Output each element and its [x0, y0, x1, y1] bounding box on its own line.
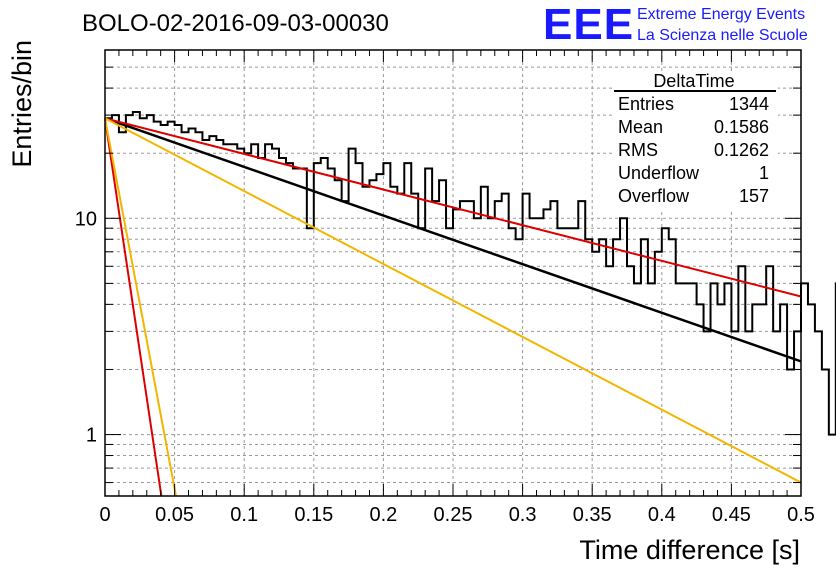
y-tick-label: 1: [86, 425, 97, 447]
stats-value: 1: [759, 163, 769, 183]
x-tick-label: 0.3: [509, 504, 537, 526]
x-tick-label: 0.25: [434, 504, 473, 526]
fit-line: [104, 117, 802, 298]
axis-ticks: [104, 50, 802, 496]
stats-label: Underflow: [618, 163, 700, 183]
x-tick-label: 0.5: [787, 504, 815, 526]
y-tick-label: 10: [75, 208, 97, 230]
chart-title: BOLO-02-2016-09-03-00030: [82, 10, 389, 37]
stats-value: 0.1262: [714, 140, 769, 160]
stats-value: 1344: [729, 94, 769, 114]
x-tick-label: 0.45: [712, 504, 751, 526]
stats-label: Mean: [618, 117, 663, 137]
x-tick-label: 0.35: [573, 504, 612, 526]
fit-line: [104, 117, 802, 363]
stats-label: Entries: [618, 94, 674, 114]
eee-logo: EEE Extreme Energy Events La Scienza nel…: [543, 0, 808, 49]
y-tick-labels: 1 10: [75, 208, 97, 446]
stats-box: DeltaTime Entries 1344 Mean 0.1586 RMS 0.1262…: [612, 71, 778, 210]
logo-line-2: La Scienza nelle Scuole: [637, 27, 808, 44]
x-tick-labels: 0 0.05 0.1 0.15 0.2 0.25 0.3 0.35 0.4 0.45 0.5: [99, 504, 814, 526]
x-axis-title: Time difference [s]: [579, 535, 800, 565]
logo-line-1: Extreme Energy Events: [637, 6, 805, 23]
fit-line: [104, 118, 163, 497]
histogram-outline: [105, 111, 836, 436]
histogram-series: [105, 111, 836, 436]
stats-value: 0.1586: [714, 117, 769, 137]
x-tick-label: 0.2: [369, 504, 397, 526]
stats-label: RMS: [618, 140, 658, 160]
x-tick-label: 0.05: [155, 504, 194, 526]
x-tick-label: 0.4: [648, 504, 676, 526]
x-tick-label: 0.15: [294, 504, 333, 526]
stats-value: 157: [739, 186, 769, 206]
fit-lines: [104, 117, 802, 497]
x-tick-label: 0.1: [230, 504, 258, 526]
stats-label: Overflow: [618, 186, 690, 206]
logo-mark: EEE: [543, 0, 634, 49]
fit-line: [104, 118, 177, 497]
y-axis-title: Entries/bin: [7, 40, 37, 168]
stats-box-background: [612, 72, 778, 210]
stats-title: DeltaTime: [653, 71, 734, 91]
fit-line: [104, 117, 802, 484]
x-tick-label: 0: [99, 504, 110, 526]
